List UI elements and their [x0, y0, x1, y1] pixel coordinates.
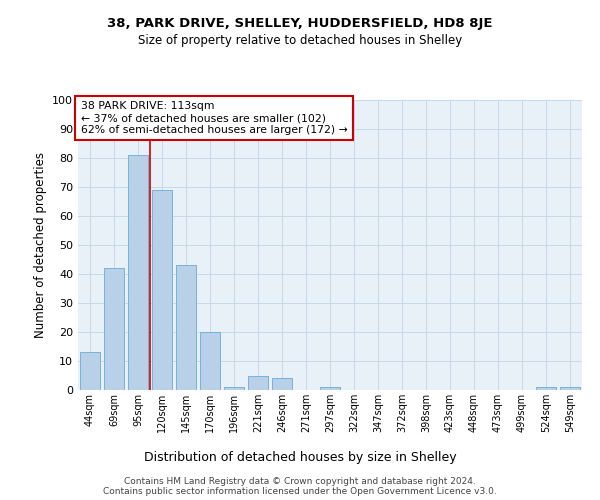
Bar — [80, 352, 100, 390]
Text: 38 PARK DRIVE: 113sqm
← 37% of detached houses are smaller (102)
62% of semi-det: 38 PARK DRIVE: 113sqm ← 37% of detached … — [80, 102, 347, 134]
Bar — [560, 387, 580, 390]
Text: 38, PARK DRIVE, SHELLEY, HUDDERSFIELD, HD8 8JE: 38, PARK DRIVE, SHELLEY, HUDDERSFIELD, H… — [107, 18, 493, 30]
Bar — [152, 190, 172, 390]
Text: Contains public sector information licensed under the Open Government Licence v3: Contains public sector information licen… — [103, 486, 497, 496]
Bar — [200, 332, 220, 390]
Text: Size of property relative to detached houses in Shelley: Size of property relative to detached ho… — [138, 34, 462, 47]
Bar — [176, 266, 196, 390]
Y-axis label: Number of detached properties: Number of detached properties — [34, 152, 47, 338]
Bar — [128, 155, 148, 390]
Bar — [536, 387, 556, 390]
Bar — [224, 387, 244, 390]
Text: Contains HM Land Registry data © Crown copyright and database right 2024.: Contains HM Land Registry data © Crown c… — [124, 476, 476, 486]
Bar — [248, 376, 268, 390]
Bar — [104, 268, 124, 390]
Text: Distribution of detached houses by size in Shelley: Distribution of detached houses by size … — [143, 451, 457, 464]
Bar — [272, 378, 292, 390]
Bar — [320, 387, 340, 390]
